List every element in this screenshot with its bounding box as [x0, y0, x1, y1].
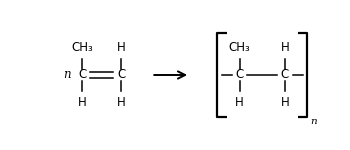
Text: C: C: [236, 69, 244, 81]
Text: H: H: [78, 96, 87, 109]
Text: n: n: [310, 117, 317, 126]
Text: H: H: [117, 41, 126, 54]
Text: C: C: [281, 69, 289, 81]
Text: H: H: [117, 96, 126, 109]
Text: n: n: [63, 69, 70, 81]
Text: C: C: [117, 69, 125, 81]
Text: H: H: [280, 96, 289, 109]
Text: H: H: [280, 41, 289, 54]
Text: CH₃: CH₃: [71, 41, 93, 54]
Text: C: C: [78, 69, 86, 81]
Text: CH₃: CH₃: [229, 41, 251, 54]
Text: H: H: [235, 96, 244, 109]
